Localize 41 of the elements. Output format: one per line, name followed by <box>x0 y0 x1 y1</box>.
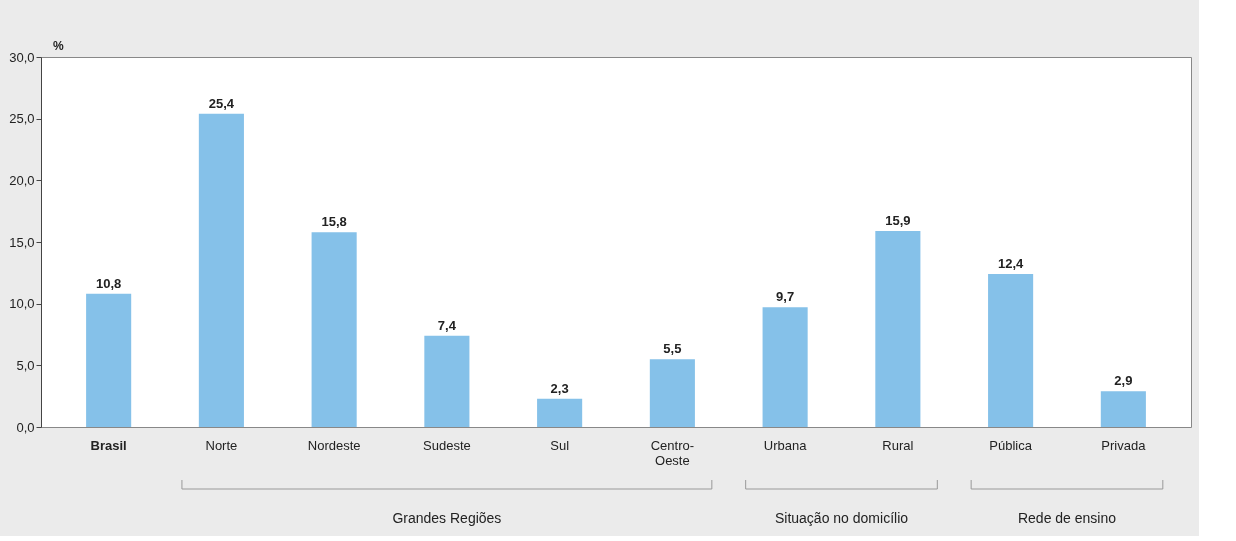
data-label: 9,7 <box>776 289 795 305</box>
bar <box>649 359 695 427</box>
y-tick-label: 30,0 <box>9 49 35 65</box>
bar <box>875 230 921 427</box>
bar <box>537 398 583 427</box>
y-tick-label: 15,0 <box>9 234 35 250</box>
x-tick-label: Centro-Oeste <box>650 437 695 468</box>
x-tick-label: Brasil <box>90 437 127 453</box>
data-label: 12,4 <box>997 256 1025 272</box>
bar <box>198 113 244 427</box>
x-tick-label: Norte <box>205 437 238 453</box>
bar <box>988 274 1034 427</box>
bar <box>311 232 357 427</box>
data-label: 10,8 <box>95 275 122 291</box>
bar <box>1100 391 1146 427</box>
data-label: 2,3 <box>550 380 569 396</box>
y-tick-label: 20,0 <box>9 172 35 188</box>
data-label: 15,8 <box>321 214 347 230</box>
data-label: 5,5 <box>663 341 682 357</box>
data-label: 25,4 <box>208 95 235 111</box>
bar <box>762 307 808 427</box>
text: Situação no domicílio <box>774 510 909 526</box>
bar <box>424 335 470 427</box>
y-tick-label: 5,0 <box>16 357 35 373</box>
data-label: 2,9 <box>1114 373 1133 389</box>
x-tick-label: Pública <box>989 437 1033 453</box>
data-label: 15,9 <box>885 212 911 228</box>
text: Grandes Regiões <box>392 510 502 526</box>
x-tick-label: Privada <box>1101 437 1147 453</box>
y-tick-label: 0,0 <box>16 419 35 435</box>
x-tick-label: Sul <box>550 437 570 453</box>
x-tick-label: Rural <box>882 437 914 453</box>
y-axis-title: % <box>53 39 64 53</box>
data-label: 7,4 <box>437 317 457 333</box>
x-tick-label: Nordeste <box>307 437 361 453</box>
text: Rede de ensino <box>1017 510 1117 526</box>
y-tick-label: 10,0 <box>9 296 35 312</box>
y-tick-label: 25,0 <box>9 111 35 127</box>
bar <box>86 293 132 427</box>
x-tick-label: Urbana <box>763 437 808 453</box>
x-tick-label: Sudeste <box>423 437 471 453</box>
